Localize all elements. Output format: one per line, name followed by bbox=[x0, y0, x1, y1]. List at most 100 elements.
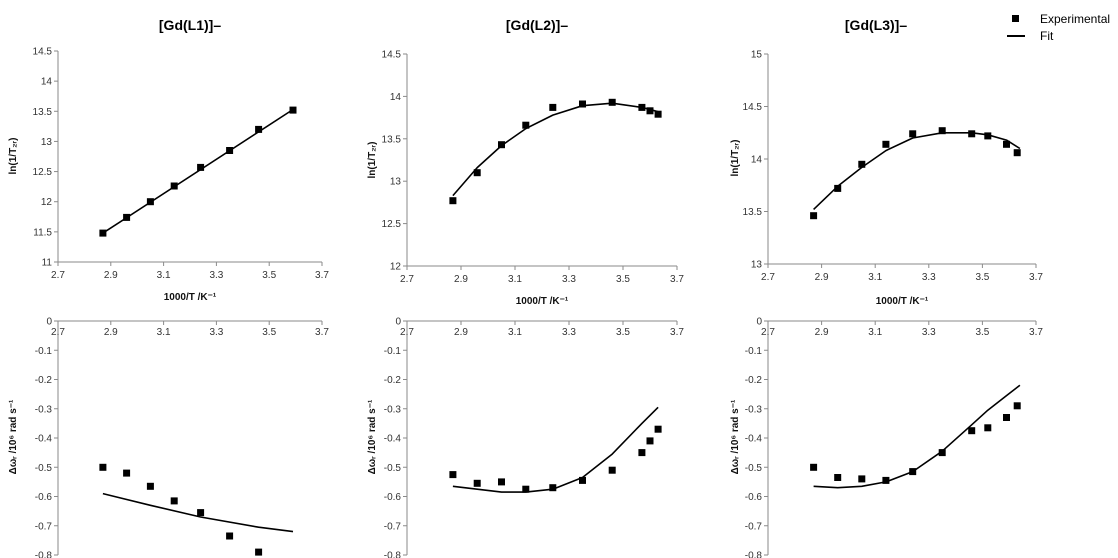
fit-line bbox=[813, 132, 1021, 210]
data-point bbox=[522, 121, 530, 129]
legend-label-experimental: Experimental bbox=[1040, 12, 1110, 26]
y-tick-label: -0.3 bbox=[745, 404, 763, 415]
data-point bbox=[984, 424, 992, 432]
data-point bbox=[99, 463, 107, 471]
data-point bbox=[197, 163, 205, 171]
y-tick-label: -0.6 bbox=[745, 492, 763, 503]
legend: Experimental Fit bbox=[1007, 12, 1110, 43]
y-tick-label: 12 bbox=[390, 262, 402, 273]
x-tick-label: 3.5 bbox=[616, 274, 630, 285]
x-tick-label: 2.9 bbox=[104, 327, 118, 338]
y-tick-label: -0.5 bbox=[384, 463, 402, 474]
x-tick-label: 3.3 bbox=[209, 327, 223, 338]
panel-3: 13 13.5 14 14.5 15 2.7 2.9 3.1 3.3 3.5 3.7 [Gd(L3)]… bbox=[730, 17, 1043, 307]
data-point bbox=[882, 140, 890, 148]
data-point bbox=[1013, 149, 1021, 157]
x-tick-label: 2.7 bbox=[400, 327, 414, 338]
y-tick-label: -0.2 bbox=[384, 375, 402, 386]
y-tick-label: 14.5 bbox=[743, 102, 763, 113]
y-tick-label: 12.5 bbox=[382, 219, 402, 230]
y-tick-label: -0.1 bbox=[384, 346, 402, 357]
y-tick-label: 13 bbox=[390, 177, 402, 188]
y-tick-label: -0.2 bbox=[745, 375, 763, 386]
y-tick-label: 0 bbox=[46, 317, 52, 328]
x-tick-label: 3.3 bbox=[562, 327, 576, 338]
data-point bbox=[170, 497, 178, 505]
y-tick-label: 14.5 bbox=[382, 50, 402, 61]
y-tick-label: 14 bbox=[751, 155, 763, 166]
data-point bbox=[810, 212, 818, 220]
data-point bbox=[1003, 414, 1010, 421]
data-point bbox=[1003, 140, 1010, 148]
x-tick-label: 3.3 bbox=[922, 272, 936, 283]
y-tick-label: 0 bbox=[395, 317, 401, 328]
x-tick-label: 2.7 bbox=[51, 270, 65, 281]
data-point bbox=[522, 485, 530, 493]
x-tick-label: 2.9 bbox=[815, 327, 829, 338]
data-point bbox=[810, 463, 818, 471]
y-tick-label: 11 bbox=[42, 258, 53, 269]
panel-2: 12 12.5 13 13.5 14 14.5 2.7 2.9 3.1 3.3 3.5 3.7 [Gd(… bbox=[367, 17, 684, 307]
data-point bbox=[549, 103, 557, 111]
data-point bbox=[646, 107, 654, 115]
x-tick-label: 3.3 bbox=[209, 270, 223, 281]
y-tick-label: -0.5 bbox=[745, 463, 763, 474]
data-point bbox=[968, 130, 976, 138]
data-point bbox=[255, 548, 263, 556]
fit-line bbox=[452, 102, 659, 197]
data-point bbox=[608, 466, 616, 474]
x-tick-label: 3.1 bbox=[868, 327, 882, 338]
y-axis-label: ln(1/T₂ᵣ) bbox=[8, 138, 19, 175]
y-tick-label: 14.5 bbox=[33, 47, 53, 58]
y-tick-label: 11.5 bbox=[33, 227, 52, 238]
x-tick-label: 3.5 bbox=[262, 270, 276, 281]
x-tick-label: 2.9 bbox=[815, 272, 829, 283]
x-tick-label: 2.7 bbox=[400, 274, 414, 285]
x-tick-label: 2.9 bbox=[104, 270, 118, 281]
data-point bbox=[146, 482, 154, 490]
panel-5: -0.8 -0.7 -0.6 -0.5 -0.4 -0.3 -0.2 -0.1 02.7 2.9 3… bbox=[367, 317, 684, 558]
y-tick-label: -0.5 bbox=[35, 463, 53, 474]
x-tick-label: 3.1 bbox=[157, 327, 171, 338]
y-tick-label: 14 bbox=[390, 92, 402, 103]
y-tick-label: -0.8 bbox=[745, 551, 763, 558]
data-point bbox=[449, 197, 457, 205]
y-tick-label: 13 bbox=[41, 137, 53, 148]
y-tick-label: -0.2 bbox=[35, 375, 53, 386]
data-point bbox=[882, 476, 890, 484]
x-axis-label: 1000/T /K⁻¹ bbox=[164, 292, 217, 303]
x-tick-label: 3.1 bbox=[508, 327, 522, 338]
data-point bbox=[646, 437, 654, 445]
data-point bbox=[638, 449, 646, 457]
data-point bbox=[123, 469, 131, 477]
y-tick-label: -0.3 bbox=[384, 404, 402, 415]
y-tick-label: 14 bbox=[41, 77, 53, 88]
data-point bbox=[858, 160, 866, 168]
data-point bbox=[473, 169, 481, 177]
data-point bbox=[858, 475, 866, 483]
chart-title: [Gd(L1)]– bbox=[159, 17, 221, 33]
x-tick-label: 3.1 bbox=[508, 274, 522, 285]
data-point bbox=[654, 425, 662, 433]
data-point bbox=[473, 479, 481, 487]
data-point bbox=[984, 132, 992, 140]
y-tick-label: 13.5 bbox=[382, 134, 402, 145]
y-tick-label: -0.7 bbox=[35, 521, 53, 532]
data-point bbox=[255, 125, 263, 133]
x-tick-label: 3.7 bbox=[670, 327, 684, 338]
data-point bbox=[834, 184, 842, 192]
y-tick-label: 12.5 bbox=[33, 167, 53, 178]
x-tick-label: 3.7 bbox=[670, 274, 684, 285]
x-tick-label: 3.7 bbox=[315, 270, 329, 281]
panel-1: 11 11.5 12 12.5 13 13.5 14 14.5 2.7 2.9 3.1 3.3 3.5 3… bbox=[8, 17, 329, 303]
x-tick-label: 3.5 bbox=[262, 327, 276, 338]
x-tick-label: 3.1 bbox=[868, 272, 882, 283]
x-tick-label: 3.3 bbox=[562, 274, 576, 285]
data-point bbox=[226, 532, 234, 540]
x-tick-label: 3.1 bbox=[157, 270, 171, 281]
data-point bbox=[549, 484, 557, 492]
y-axis-label: ln(1/T₂ᵣ) bbox=[730, 140, 741, 177]
chart-title: [Gd(L3)]– bbox=[845, 17, 907, 33]
x-tick-label: 2.7 bbox=[761, 327, 775, 338]
